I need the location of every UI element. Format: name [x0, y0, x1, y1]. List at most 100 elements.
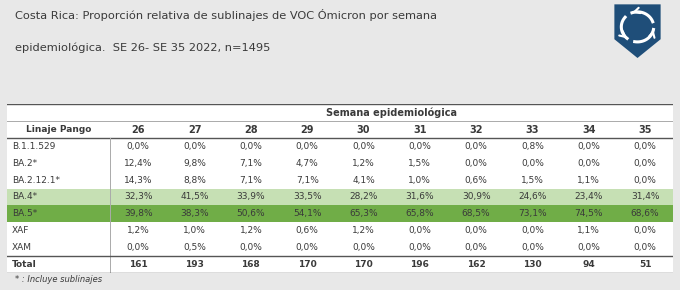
- Text: 4,7%: 4,7%: [296, 159, 318, 168]
- Text: 0,0%: 0,0%: [634, 159, 656, 168]
- Text: 0,0%: 0,0%: [183, 142, 206, 151]
- Text: 0,0%: 0,0%: [577, 159, 600, 168]
- Text: 0,0%: 0,0%: [464, 159, 488, 168]
- Text: 0,0%: 0,0%: [634, 226, 656, 235]
- Text: 8,8%: 8,8%: [183, 175, 206, 185]
- Text: 4,1%: 4,1%: [352, 175, 375, 185]
- Text: * : Incluye sublinajes: * : Incluye sublinajes: [15, 276, 102, 284]
- Text: 65,8%: 65,8%: [405, 209, 434, 218]
- Text: 0,0%: 0,0%: [409, 142, 431, 151]
- Text: 0,0%: 0,0%: [352, 142, 375, 151]
- Text: Linaje Pango: Linaje Pango: [26, 125, 91, 134]
- Text: 170: 170: [354, 260, 373, 269]
- Text: 1,0%: 1,0%: [409, 175, 431, 185]
- Text: 0,0%: 0,0%: [464, 226, 488, 235]
- Text: 34: 34: [582, 125, 596, 135]
- Text: 73,1%: 73,1%: [518, 209, 547, 218]
- Bar: [7, 188, 673, 205]
- Text: 162: 162: [466, 260, 486, 269]
- Text: 33,9%: 33,9%: [237, 192, 265, 202]
- Text: 0,0%: 0,0%: [634, 175, 656, 185]
- Text: 0,0%: 0,0%: [296, 142, 319, 151]
- Text: 0,0%: 0,0%: [126, 243, 150, 252]
- Text: 1,5%: 1,5%: [409, 159, 431, 168]
- Text: 14,3%: 14,3%: [124, 175, 152, 185]
- Text: 170: 170: [298, 260, 317, 269]
- Text: 0,0%: 0,0%: [577, 243, 600, 252]
- Text: 196: 196: [410, 260, 429, 269]
- Text: 27: 27: [188, 125, 201, 135]
- Text: 1,1%: 1,1%: [577, 226, 600, 235]
- Text: 1,0%: 1,0%: [183, 226, 206, 235]
- Text: 26: 26: [131, 125, 145, 135]
- Text: 0,0%: 0,0%: [634, 142, 656, 151]
- Text: 161: 161: [129, 260, 148, 269]
- Text: Costa Rica: Proporción relativa de sublinajes de VOC Ómicron por semana: Costa Rica: Proporción relativa de subli…: [15, 9, 437, 21]
- Text: 33: 33: [526, 125, 539, 135]
- Text: 1,2%: 1,2%: [127, 226, 150, 235]
- Text: 0,0%: 0,0%: [521, 159, 544, 168]
- Polygon shape: [615, 4, 661, 58]
- Text: Total: Total: [12, 260, 37, 269]
- Text: 0,5%: 0,5%: [183, 243, 206, 252]
- Text: 30: 30: [357, 125, 370, 135]
- Text: 0,0%: 0,0%: [352, 243, 375, 252]
- Text: 39,8%: 39,8%: [124, 209, 152, 218]
- Text: 32,3%: 32,3%: [124, 192, 152, 202]
- Text: 0,0%: 0,0%: [126, 142, 150, 151]
- Text: 28: 28: [244, 125, 258, 135]
- Text: 31,6%: 31,6%: [405, 192, 434, 202]
- Text: 9,8%: 9,8%: [183, 159, 206, 168]
- Text: 94: 94: [582, 260, 595, 269]
- Text: 65,3%: 65,3%: [349, 209, 378, 218]
- Text: 0,8%: 0,8%: [521, 142, 544, 151]
- Text: 51: 51: [639, 260, 651, 269]
- Text: 33,5%: 33,5%: [293, 192, 322, 202]
- Text: 7,1%: 7,1%: [239, 159, 262, 168]
- Text: 0,0%: 0,0%: [577, 142, 600, 151]
- Text: BA.2.12.1*: BA.2.12.1*: [12, 175, 60, 185]
- Text: 1,2%: 1,2%: [352, 226, 375, 235]
- Text: 68,5%: 68,5%: [462, 209, 490, 218]
- Text: 12,4%: 12,4%: [124, 159, 152, 168]
- Text: 31: 31: [413, 125, 426, 135]
- Text: 0,0%: 0,0%: [521, 243, 544, 252]
- Text: B.1.1.529: B.1.1.529: [12, 142, 56, 151]
- Text: 32: 32: [469, 125, 483, 135]
- Text: 30,9%: 30,9%: [462, 192, 490, 202]
- Text: 0,0%: 0,0%: [464, 243, 488, 252]
- Text: Semana epidemiológica: Semana epidemiológica: [326, 108, 457, 118]
- Text: 38,3%: 38,3%: [180, 209, 209, 218]
- Text: 41,5%: 41,5%: [180, 192, 209, 202]
- Text: 0,0%: 0,0%: [521, 226, 544, 235]
- Text: 7,1%: 7,1%: [296, 175, 319, 185]
- Text: BA.4*: BA.4*: [12, 192, 37, 202]
- Text: 1,2%: 1,2%: [239, 226, 262, 235]
- Text: 28,2%: 28,2%: [350, 192, 377, 202]
- Text: 1,1%: 1,1%: [577, 175, 600, 185]
- Text: 24,6%: 24,6%: [518, 192, 547, 202]
- Text: epidemiológica.  SE 26- SE 35 2022, n=1495: epidemiológica. SE 26- SE 35 2022, n=149…: [15, 42, 271, 52]
- Text: 7,1%: 7,1%: [239, 175, 262, 185]
- Text: 31,4%: 31,4%: [631, 192, 660, 202]
- Text: 168: 168: [241, 260, 260, 269]
- Text: 0,0%: 0,0%: [239, 142, 262, 151]
- Text: 0,0%: 0,0%: [409, 226, 431, 235]
- Text: 50,6%: 50,6%: [237, 209, 265, 218]
- Text: XAM: XAM: [12, 243, 32, 252]
- Text: XAF: XAF: [12, 226, 29, 235]
- Text: 0,0%: 0,0%: [634, 243, 656, 252]
- Text: 0,0%: 0,0%: [239, 243, 262, 252]
- Text: 35: 35: [639, 125, 652, 135]
- Text: 74,5%: 74,5%: [575, 209, 603, 218]
- Bar: [7, 205, 673, 222]
- Text: BA.2*: BA.2*: [12, 159, 37, 168]
- Text: 0,6%: 0,6%: [464, 175, 488, 185]
- Text: 130: 130: [523, 260, 542, 269]
- Text: 0,6%: 0,6%: [296, 226, 319, 235]
- Text: 1,5%: 1,5%: [521, 175, 544, 185]
- Text: 193: 193: [185, 260, 204, 269]
- Text: 54,1%: 54,1%: [293, 209, 322, 218]
- Text: 68,6%: 68,6%: [631, 209, 660, 218]
- Text: BA.5*: BA.5*: [12, 209, 37, 218]
